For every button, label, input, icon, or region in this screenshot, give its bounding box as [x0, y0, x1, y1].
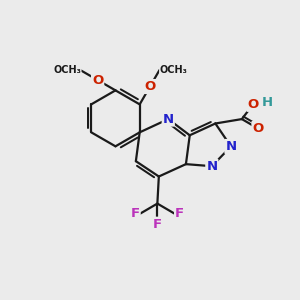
Text: OCH₃: OCH₃ [53, 65, 81, 76]
Text: N: N [206, 160, 218, 173]
Text: H: H [262, 96, 273, 110]
Text: OCH₃: OCH₃ [160, 65, 188, 75]
Text: O: O [92, 74, 103, 87]
Text: F: F [153, 218, 162, 231]
Text: O: O [248, 98, 259, 111]
Text: N: N [163, 112, 174, 126]
Text: F: F [130, 207, 140, 220]
Text: F: F [175, 207, 184, 220]
Text: O: O [252, 122, 264, 135]
Text: O: O [144, 80, 156, 93]
Text: N: N [225, 140, 236, 153]
